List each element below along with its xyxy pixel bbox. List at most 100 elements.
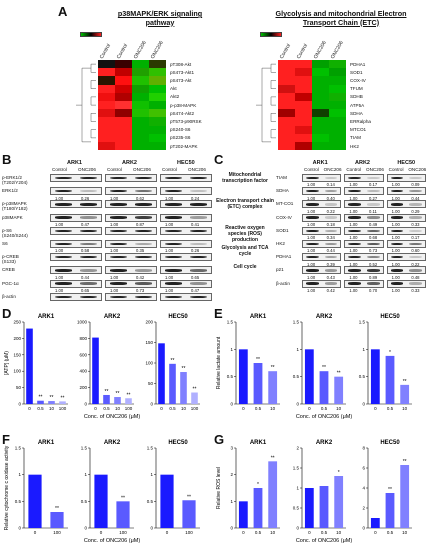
- panel-label-e: E: [214, 306, 223, 321]
- heatmap-cell: [278, 125, 295, 134]
- heatmap-cell: [132, 68, 149, 77]
- heatmap-cell: [98, 76, 115, 85]
- x-tick-label: 10: [336, 530, 342, 535]
- significance-marker: *: [389, 350, 391, 356]
- y-tick-label: 0: [230, 402, 233, 407]
- x-tick-label: 0.5: [387, 406, 394, 411]
- heatmap-cell: [312, 84, 329, 93]
- blot-section-label: Cell cycle: [233, 264, 257, 271]
- y-tick-label: 1: [230, 347, 233, 352]
- bar: [28, 474, 42, 528]
- blot-strip: [50, 187, 102, 196]
- blot-band: [190, 176, 207, 180]
- bar: [385, 493, 395, 528]
- blot-band: [390, 216, 404, 219]
- blot-row-label: p38MAPK: [2, 214, 23, 220]
- blot-band: [110, 229, 127, 232]
- heatmap-row-label: SDHA: [350, 110, 363, 116]
- x-tick-label: 100: [59, 406, 67, 411]
- blot-section-label: Mitochondrial transcription factor: [222, 172, 268, 184]
- blot-band: [348, 255, 361, 259]
- blot-strip: [344, 174, 384, 182]
- x-tick-label: 0.5: [169, 406, 176, 411]
- heatmap-cell: [295, 68, 312, 77]
- x-tick-label: 100: [191, 406, 199, 411]
- blot-quant-value: 1.00: [349, 274, 358, 280]
- blot-quant-value: 0.60: [411, 248, 420, 254]
- significance-marker: **: [127, 392, 131, 398]
- blot-quant-value: 0.40: [326, 195, 335, 201]
- chart-title: ARK2: [104, 314, 121, 320]
- heatmap-cell: [132, 109, 149, 118]
- x-axis-label: Conc. of ONC206 (μM): [296, 414, 353, 420]
- blot-strip: [386, 174, 426, 182]
- blot-band: [390, 269, 404, 272]
- blot-band: [348, 189, 361, 193]
- heatmap-cell: [295, 142, 312, 151]
- y-tick-label: 1: [296, 347, 299, 352]
- blot-band: [190, 216, 207, 219]
- blot-band: [366, 255, 380, 259]
- y-tick-label: 0.5: [227, 374, 234, 379]
- heatmap-cell: [278, 142, 295, 151]
- blot-band: [110, 203, 127, 206]
- heatmap-row-label: pS473-Akt: [170, 77, 192, 83]
- blot-band: [409, 255, 422, 259]
- blot-band: [390, 176, 404, 180]
- heatmap-row-label: COX-IV: [350, 77, 366, 83]
- blot-quant-value: 1.00: [110, 195, 119, 201]
- heatmap-cell: [149, 101, 166, 110]
- x-tick-label: 0.5: [387, 530, 394, 535]
- bar: [92, 337, 99, 404]
- bar: [37, 400, 44, 404]
- blot-band: [80, 269, 97, 272]
- color-key: [80, 32, 102, 37]
- bar: [191, 392, 198, 404]
- blot-quant-value: 1.00: [391, 182, 400, 188]
- blot-band: [366, 282, 380, 285]
- blot-quant-value: 1.00: [165, 248, 174, 254]
- blot-band: [324, 229, 338, 232]
- blot-band: [110, 242, 127, 246]
- blot-band: [305, 255, 319, 259]
- blot-row-label: p-S6 (S240/S244): [2, 227, 28, 238]
- y-tick-label: 1.5: [293, 466, 300, 471]
- blot-band: [165, 269, 182, 272]
- y-tick-label: 0.5: [293, 374, 300, 379]
- blot-row-label: p-ERK1/2 (T202/Y204): [2, 175, 28, 185]
- blot-strip: [344, 213, 384, 222]
- significance-marker: **: [403, 379, 407, 385]
- blot-quant-value: 1.00: [55, 195, 64, 201]
- heatmap-cell: [312, 142, 329, 151]
- blot-strip: [302, 187, 342, 196]
- y-tick-label: 0.5: [293, 506, 300, 511]
- blot-band: [165, 295, 182, 298]
- blot-quant-value: 1.00: [349, 221, 358, 227]
- blot-quant-value: 0.11: [369, 208, 377, 214]
- blot-lane-label: ONC206: [78, 167, 96, 172]
- bar: [370, 349, 380, 404]
- blot-quant-value: 1.00: [391, 208, 400, 214]
- heatmap-cell: [132, 125, 149, 134]
- blot-band: [409, 176, 422, 180]
- heatmap-cell: [329, 60, 346, 69]
- blot-quant-value: 1.00: [110, 274, 119, 280]
- blot-quant-value: 0.44: [411, 195, 420, 201]
- blot-quant-value: 0.27: [369, 195, 378, 201]
- blot-group-label: HEC50: [397, 160, 416, 166]
- blot-section-label: Glycolysis and TCA cycle: [221, 244, 269, 257]
- bar: [334, 376, 344, 404]
- y-tick-label: 0: [18, 526, 21, 531]
- blot-lane-label: ONC206: [133, 167, 151, 172]
- blot-strip: [160, 174, 212, 182]
- x-tick-label: 10: [181, 406, 187, 411]
- blot-band: [190, 255, 207, 259]
- blot-strip: [105, 253, 157, 262]
- heatmap-cell: [295, 125, 312, 134]
- blot-band: [390, 282, 404, 285]
- blot-band: [305, 269, 319, 272]
- blot-quant-value: 0.41: [191, 221, 200, 227]
- x-axis-label: Conc. of ONC206 (μM): [296, 538, 353, 544]
- blot-band: [165, 242, 182, 246]
